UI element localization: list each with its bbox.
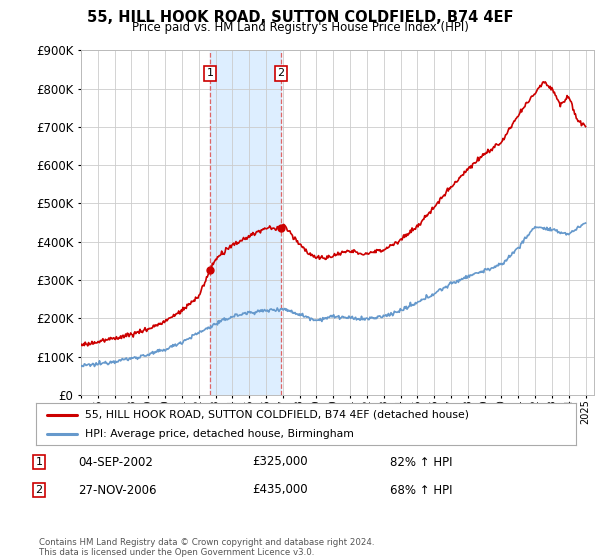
Text: 2: 2	[35, 485, 43, 495]
Text: 1: 1	[206, 68, 214, 78]
Text: 82% ↑ HPI: 82% ↑ HPI	[390, 455, 452, 469]
Text: 55, HILL HOOK ROAD, SUTTON COLDFIELD, B74 4EF (detached house): 55, HILL HOOK ROAD, SUTTON COLDFIELD, B7…	[85, 409, 469, 419]
Text: Contains HM Land Registry data © Crown copyright and database right 2024.
This d: Contains HM Land Registry data © Crown c…	[39, 538, 374, 557]
Text: 68% ↑ HPI: 68% ↑ HPI	[390, 483, 452, 497]
Text: 27-NOV-2006: 27-NOV-2006	[78, 483, 157, 497]
Text: £435,000: £435,000	[252, 483, 308, 497]
Text: 55, HILL HOOK ROAD, SUTTON COLDFIELD, B74 4EF: 55, HILL HOOK ROAD, SUTTON COLDFIELD, B7…	[87, 10, 513, 25]
Text: 1: 1	[35, 457, 43, 467]
Text: Price paid vs. HM Land Registry's House Price Index (HPI): Price paid vs. HM Land Registry's House …	[131, 21, 469, 34]
Text: 2: 2	[278, 68, 285, 78]
Text: £325,000: £325,000	[252, 455, 308, 469]
Text: 04-SEP-2002: 04-SEP-2002	[78, 455, 153, 469]
Text: HPI: Average price, detached house, Birmingham: HPI: Average price, detached house, Birm…	[85, 429, 353, 439]
Bar	[210, 50, 281, 395]
